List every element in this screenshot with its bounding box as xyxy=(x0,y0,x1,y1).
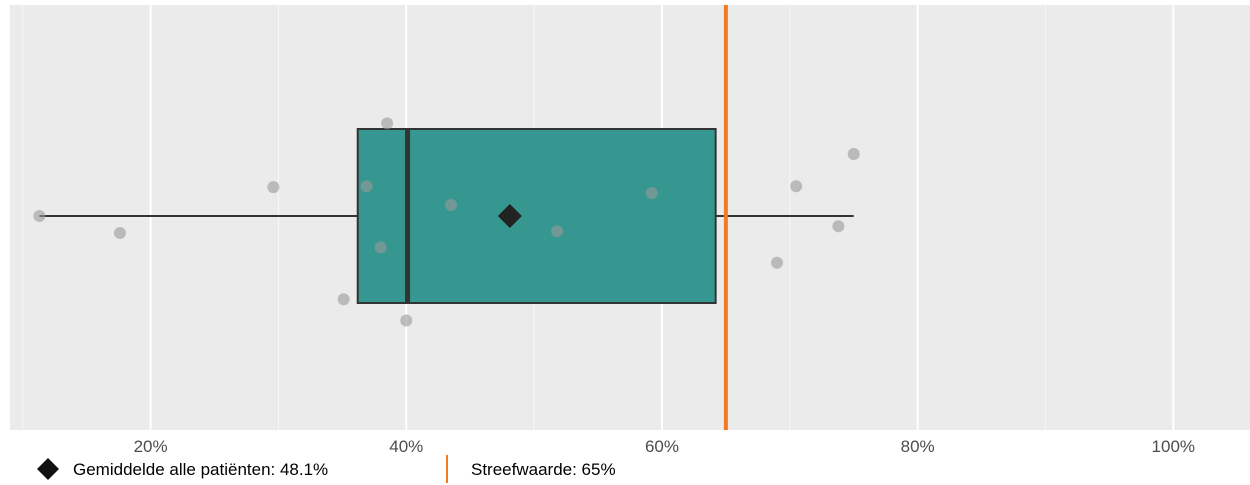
data-point xyxy=(790,180,803,193)
legend-target-label: Streefwaarde: 65% xyxy=(471,460,616,479)
data-point xyxy=(551,225,564,238)
legend-mean-diamond-icon xyxy=(37,458,59,480)
x-tick-label: 20% xyxy=(134,437,168,456)
data-point xyxy=(337,293,350,306)
data-point xyxy=(381,117,394,130)
legend-mean-label: Gemiddelde alle patiënten: 48.1% xyxy=(73,460,328,479)
data-points xyxy=(33,117,860,327)
data-point xyxy=(771,256,784,269)
data-point xyxy=(847,147,860,160)
data-point xyxy=(113,227,126,239)
data-point xyxy=(400,314,413,327)
x-tick-label: 80% xyxy=(901,437,935,456)
data-point xyxy=(33,210,46,222)
x-tick-label: 100% xyxy=(1152,437,1195,456)
data-point xyxy=(645,187,658,200)
x-axis-ticks: 20% 40% 60% 80% 100% xyxy=(134,437,1195,456)
mean-diamond xyxy=(497,204,522,228)
grid-major xyxy=(149,5,1175,430)
data-point xyxy=(374,241,387,254)
legend: Gemiddelde alle patiënten: 48.1% Streefw… xyxy=(37,455,616,483)
data-point xyxy=(445,198,458,211)
x-tick-label: 40% xyxy=(389,437,423,456)
data-point xyxy=(267,181,280,194)
x-tick-label: 60% xyxy=(645,437,679,456)
iqr-box xyxy=(356,128,717,304)
data-point xyxy=(832,220,845,233)
data-point xyxy=(360,180,373,193)
